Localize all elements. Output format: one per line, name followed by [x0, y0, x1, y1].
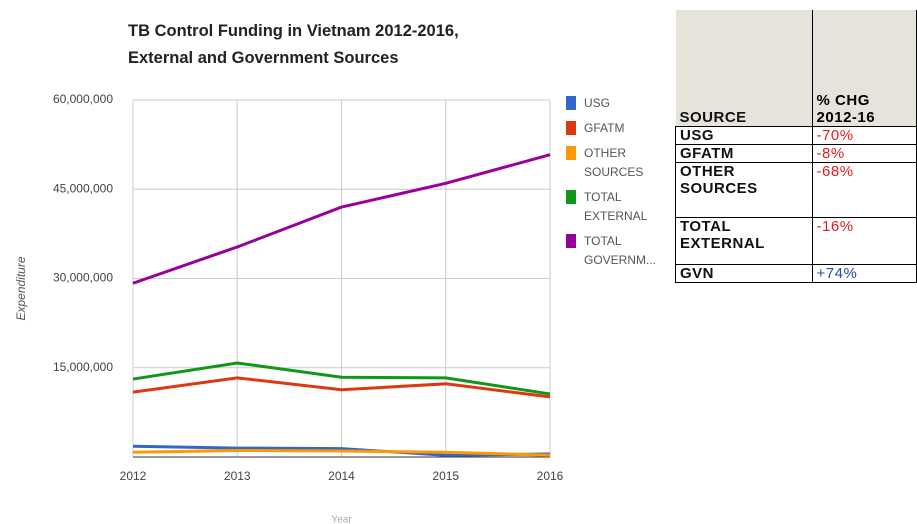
change-table: SOURCE % CHG 2012-16 USG -70% GFATM -8% OT…: [675, 10, 917, 283]
series-line: [132, 376, 551, 399]
legend-label: TOTAL GOVERNM...: [584, 234, 657, 267]
legend-swatch: [566, 234, 576, 248]
header-cell: SOURCE: [675, 10, 813, 127]
legend-item: USG: [566, 96, 676, 113]
legend-swatch: [566, 190, 576, 204]
series-line: [132, 361, 551, 396]
cell: -8%: [811, 144, 917, 163]
series-line: [132, 448, 551, 457]
legend-label: USG: [584, 96, 611, 110]
chart-title: TB Control Funding in Vietnam 2012-2016,…: [128, 22, 459, 67]
legend-item: OTHER SOURCES: [566, 146, 676, 182]
legend: USG GFATM OTHER SOURCES TOTAL EXTERNAL TOTAL…: [566, 96, 676, 278]
legend-item: GFATM: [566, 121, 676, 138]
legend-swatch: [566, 121, 576, 135]
x-tick-label: 2014: [328, 469, 355, 483]
cell: TOTAL EXTERNAL: [675, 217, 813, 265]
legend-item: TOTAL EXTERNAL: [566, 190, 676, 226]
y-axis-label: Expenditure: [14, 256, 28, 320]
cell: GFATM: [675, 144, 813, 163]
y-tick-label: 45,000,000: [53, 181, 113, 195]
table-header: SOURCE % CHG 2012-16: [675, 10, 917, 127]
cell: -16%: [811, 217, 917, 265]
x-tick-label: 2016: [537, 469, 564, 483]
cell: -68%: [811, 162, 917, 218]
legend-item: TOTAL GOVERNM...: [566, 234, 676, 270]
legend-swatch: [566, 146, 576, 160]
cell: +74%: [811, 264, 917, 283]
cell: -70%: [811, 126, 917, 145]
series-line: [132, 444, 551, 457]
x-tick-label: 2013: [224, 469, 251, 483]
cell: OTHER SOURCES: [675, 162, 813, 218]
table-row: GVN +74%: [675, 264, 917, 283]
x-tick-label: 2015: [432, 469, 459, 483]
cell: GVN: [675, 264, 813, 283]
legend-swatch: [566, 96, 576, 110]
x-axis-label: Year: [331, 515, 352, 524]
y-tick-label: 15,000,000: [53, 360, 113, 374]
table-row: TOTAL EXTERNAL -16%: [675, 217, 917, 265]
legend-label: OTHER SOURCES: [584, 146, 644, 179]
cell: USG: [675, 126, 813, 145]
legend-label: TOTAL EXTERNAL: [584, 190, 648, 223]
x-tick-label: 2012: [120, 469, 147, 483]
y-tick-label: 60,000,000: [53, 92, 113, 106]
table-row: GFATM -8%: [675, 144, 917, 163]
y-tick-label: 30,000,000: [53, 271, 113, 285]
series-line: [132, 153, 551, 285]
legend-label: GFATM: [584, 121, 625, 135]
table-row: OTHER SOURCES -68%: [675, 162, 917, 218]
table-row: USG -70%: [675, 126, 917, 145]
header-cell: % CHG 2012-16: [811, 10, 917, 127]
